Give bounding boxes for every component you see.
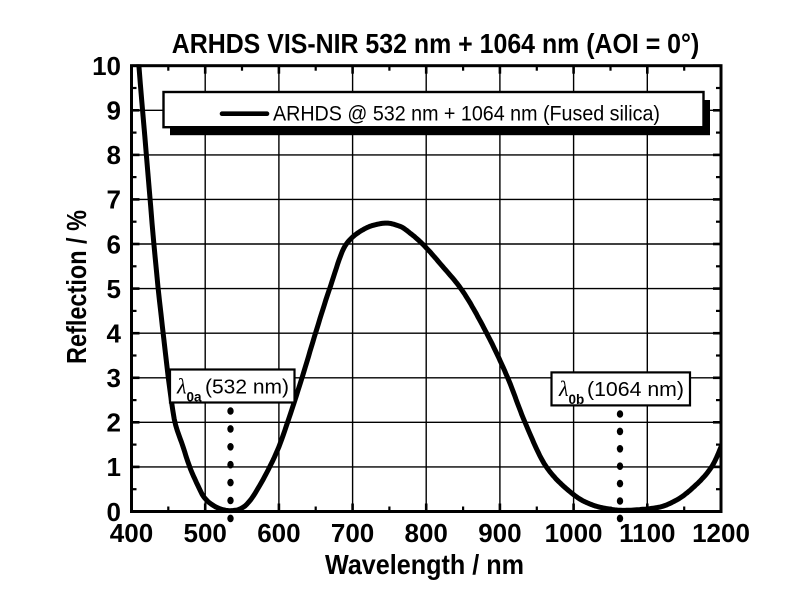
svg-text:0a: 0a — [187, 390, 203, 405]
svg-text:700: 700 — [331, 518, 374, 548]
svg-text:ARHDS VIS-NIR 532 nm + 1064 nm: ARHDS VIS-NIR 532 nm + 1064 nm (AOI = 0°… — [172, 28, 700, 59]
svg-text:1200: 1200 — [692, 518, 750, 548]
svg-text:600: 600 — [257, 518, 300, 548]
svg-text:(1064 nm): (1064 nm) — [587, 378, 684, 401]
svg-text:λ: λ — [558, 376, 569, 401]
svg-text:Reflection / %: Reflection / % — [61, 210, 92, 364]
svg-text:7: 7 — [107, 185, 121, 215]
svg-text:Wavelength / nm: Wavelength / nm — [325, 549, 524, 580]
svg-text:400: 400 — [110, 518, 153, 548]
svg-text:0: 0 — [107, 497, 121, 527]
svg-text:2: 2 — [107, 408, 121, 438]
svg-text:1000: 1000 — [545, 518, 603, 548]
svg-text:λ: λ — [176, 373, 187, 398]
svg-text:5: 5 — [107, 274, 121, 304]
svg-text:4: 4 — [107, 319, 122, 349]
svg-text:ARHDS @ 532 nm + 1064 nm (Fuse: ARHDS @ 532 nm + 1064 nm (Fused silica) — [273, 103, 660, 126]
svg-text:800: 800 — [405, 518, 448, 548]
svg-text:900: 900 — [478, 518, 521, 548]
svg-text:1100: 1100 — [619, 518, 675, 548]
svg-text:1: 1 — [107, 452, 121, 482]
svg-text:3: 3 — [107, 363, 121, 393]
svg-text:0b: 0b — [569, 392, 585, 407]
svg-text:10: 10 — [92, 51, 121, 81]
svg-text:9: 9 — [107, 96, 121, 126]
svg-text:8: 8 — [107, 140, 121, 170]
svg-text:500: 500 — [184, 518, 227, 548]
svg-text:6: 6 — [107, 229, 121, 259]
svg-text:(532 nm): (532 nm) — [205, 375, 289, 398]
